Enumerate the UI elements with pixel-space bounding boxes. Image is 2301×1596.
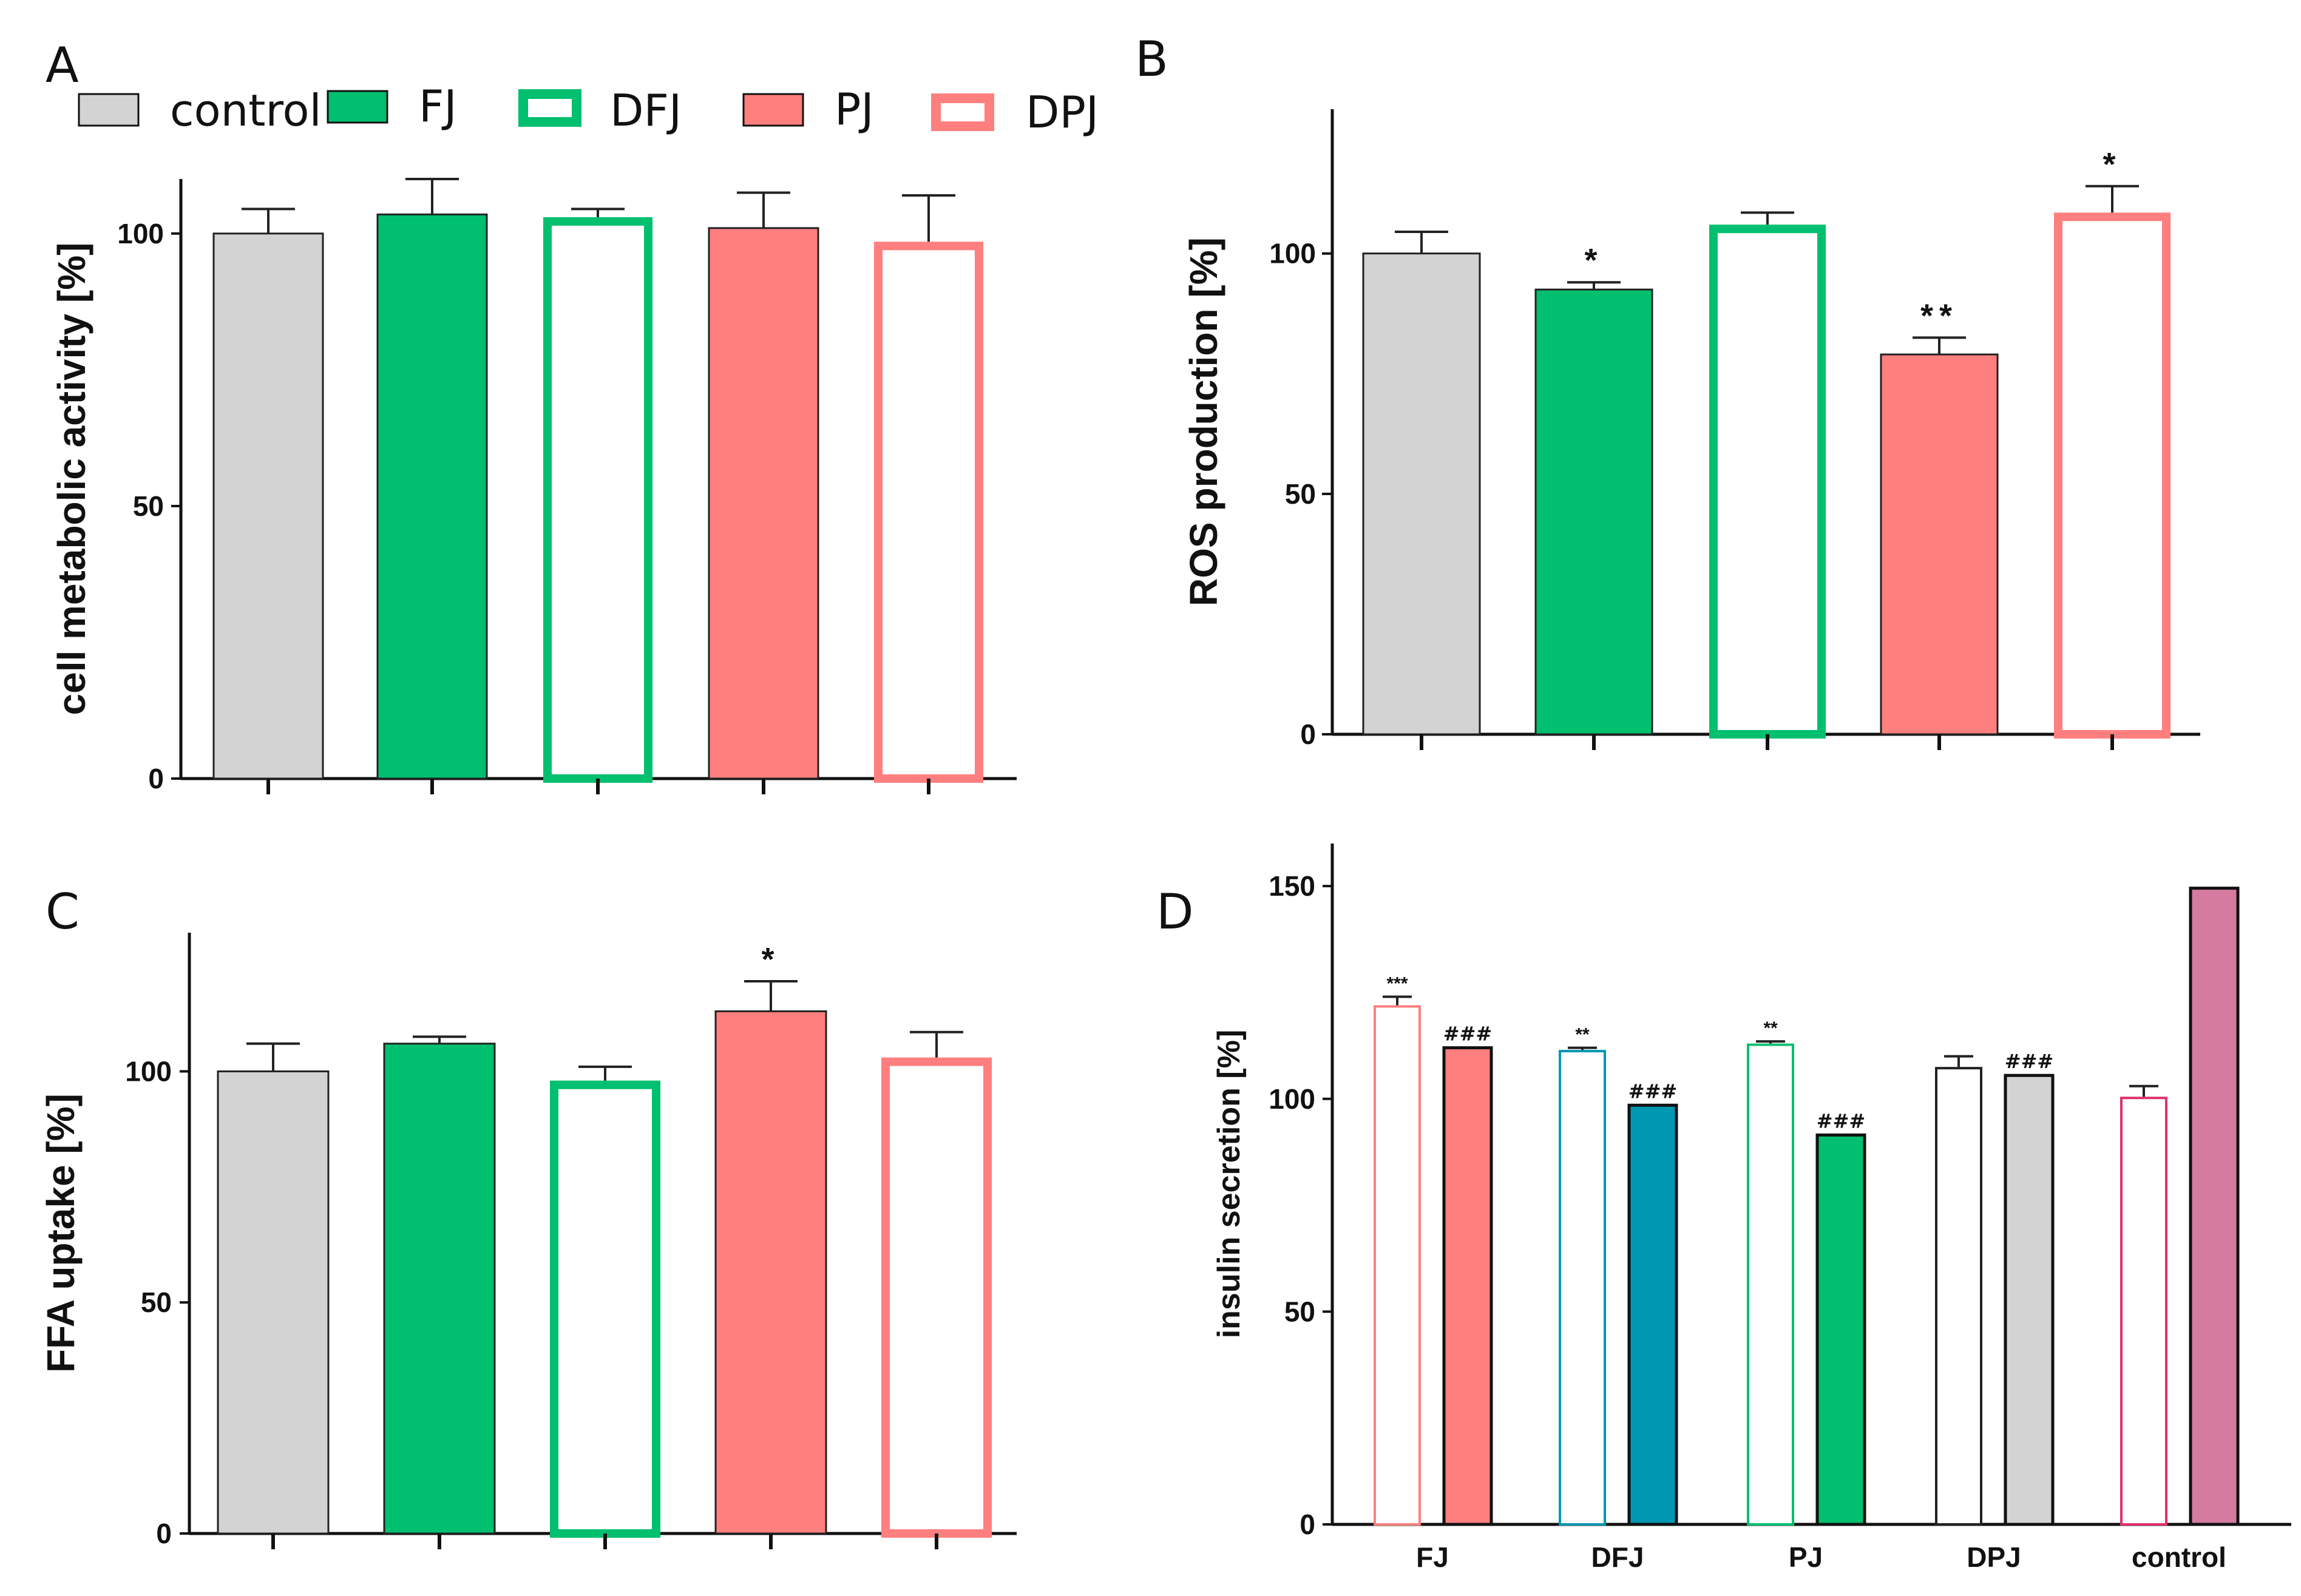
panel-a-y-tick-label: 100: [117, 218, 164, 249]
panel-a-y-tick-label: 0: [148, 763, 164, 794]
panel-d-x-label-pj: PJ: [1789, 1541, 1823, 1573]
panel-b-y-axis-label: ROS production [%]: [1182, 237, 1225, 606]
panel-a-bar-fj: [376, 213, 488, 780]
panel-c-bar-dfj: [550, 1080, 660, 1538]
panel-c-bar-control: [217, 1070, 330, 1535]
panel-c-y-axis-label: FFA uptake [%]: [39, 1094, 83, 1373]
panel-b-bar-fj: [1534, 288, 1653, 735]
panel-d-y-tick-label: 100: [1269, 1083, 1315, 1115]
panel-d-x-label-dfj: DFJ: [1591, 1541, 1644, 1573]
panel-d-bar-fj-outline: [1374, 1005, 1421, 1526]
panel-d-bar-dpj-filled: [2004, 1074, 2055, 1526]
panel-b-y-tick-label: 0: [1300, 719, 1316, 750]
panel-d-y-axis-label: insulin secretion [%]: [1211, 1030, 1247, 1339]
panel-a-cell-metabolic-activity: 0 50 100 cell metabolic activity [%]: [50, 178, 1017, 794]
panel-d-x-label-control: control: [2132, 1541, 2226, 1573]
panel-d-hash-annotation-pj: ###: [1817, 1109, 1865, 1132]
legend-label-fj: FJ: [419, 81, 457, 132]
panel-d-y-tick-label: 150: [1269, 870, 1315, 902]
panel-d-y-tick-label: 50: [1284, 1296, 1315, 1327]
panel-a-y-axis-label: cell metabolic activity [%]: [50, 243, 93, 715]
panel-d-significance-dfj: **: [1575, 1025, 1590, 1045]
panel-d-bar-dpj-outline: [1935, 1067, 1982, 1526]
panel-d-bar-dfj-filled: [1627, 1103, 1678, 1526]
panel-b-significance-fj: *: [1584, 242, 1603, 279]
panel-d-hash-annotation-fj: ###: [1443, 1023, 1492, 1046]
panel-letter-a: A: [46, 37, 79, 93]
panel-d-significance-pj: **: [1763, 1018, 1778, 1038]
panel-d-x-label-dpj: DPJ: [1967, 1541, 2021, 1573]
panel-c-bar-fj: [383, 1043, 496, 1535]
panel-letter-c: C: [46, 884, 80, 940]
panel-letter-d: D: [1156, 884, 1194, 940]
legend-swatch-dpj: [931, 93, 994, 131]
legend-swatch-control: [78, 93, 140, 127]
panel-d-bar-pj-filled: [1815, 1133, 1866, 1526]
panel-d-y-tick-label: 0: [1300, 1509, 1315, 1540]
panel-d-bar-control-outline: [2120, 1097, 2167, 1526]
panel-a-bar-control: [212, 232, 324, 780]
legend-label-dpj: DPJ: [1026, 87, 1099, 138]
legend-swatch-pj: [742, 93, 804, 127]
panel-b-y-tick-label: 50: [1285, 478, 1316, 510]
legend-label-control: control: [170, 85, 322, 136]
panel-d-hash-annotation-dfj: ###: [1628, 1080, 1677, 1103]
panel-d-bar-control-filled: [2189, 887, 2240, 1526]
legend-label-dfj: DFJ: [610, 85, 682, 136]
panel-d-bar-fj-filled: [1442, 1046, 1493, 1526]
panel-d-hash-annotation-dpj: ###: [2005, 1050, 2053, 1073]
panel-c-y-tick-label: 50: [141, 1287, 172, 1318]
panel-c-bar-dpj: [881, 1057, 992, 1538]
panel-a-y-tick-label: 50: [133, 490, 164, 522]
panel-d-insulin-secretion: 0 50 100 150 insulin secretion [%] *** ### FJ **…: [1211, 844, 2291, 1573]
legend-swatch-dfj: [518, 89, 581, 127]
panel-b-significance-pj: **: [1920, 297, 1958, 334]
panel-b-significance-dpj: *: [2103, 146, 2121, 183]
panel-c-significance-pj: *: [761, 941, 780, 978]
panel-a-bar-dpj: [874, 242, 983, 783]
legend-label-pj: PJ: [835, 84, 874, 135]
panel-b-bar-dpj: [2054, 212, 2171, 739]
legend-swatch-fj: [327, 90, 388, 124]
panel-c-bar-pj: [714, 1010, 827, 1535]
panel-letter-b: B: [1135, 31, 1168, 87]
panel-d-bar-dfj-outline: [1559, 1050, 1606, 1526]
panel-b-y-tick-label: 100: [1269, 238, 1316, 269]
panel-c-y-tick-label: 100: [125, 1055, 172, 1087]
panel-d-significance-fj: ***: [1386, 973, 1408, 993]
panel-c-ffa-uptake: 0 50 100 FFA uptake [%] *: [39, 933, 1017, 1549]
panel-a-bar-dfj: [543, 217, 652, 783]
panel-d-bar-pj-outline: [1747, 1043, 1794, 1526]
panel-b-bar-pj: [1880, 353, 1999, 735]
panel-b-bar-dfj: [1709, 225, 1826, 739]
panel-d-x-label-fj: FJ: [1416, 1541, 1449, 1573]
panel-c-y-tick-label: 0: [156, 1518, 172, 1549]
legend: control FJ DFJ PJ DPJ: [78, 81, 1099, 138]
panel-a-bar-pj: [708, 227, 819, 780]
panel-b-bar-control: [1362, 252, 1481, 735]
